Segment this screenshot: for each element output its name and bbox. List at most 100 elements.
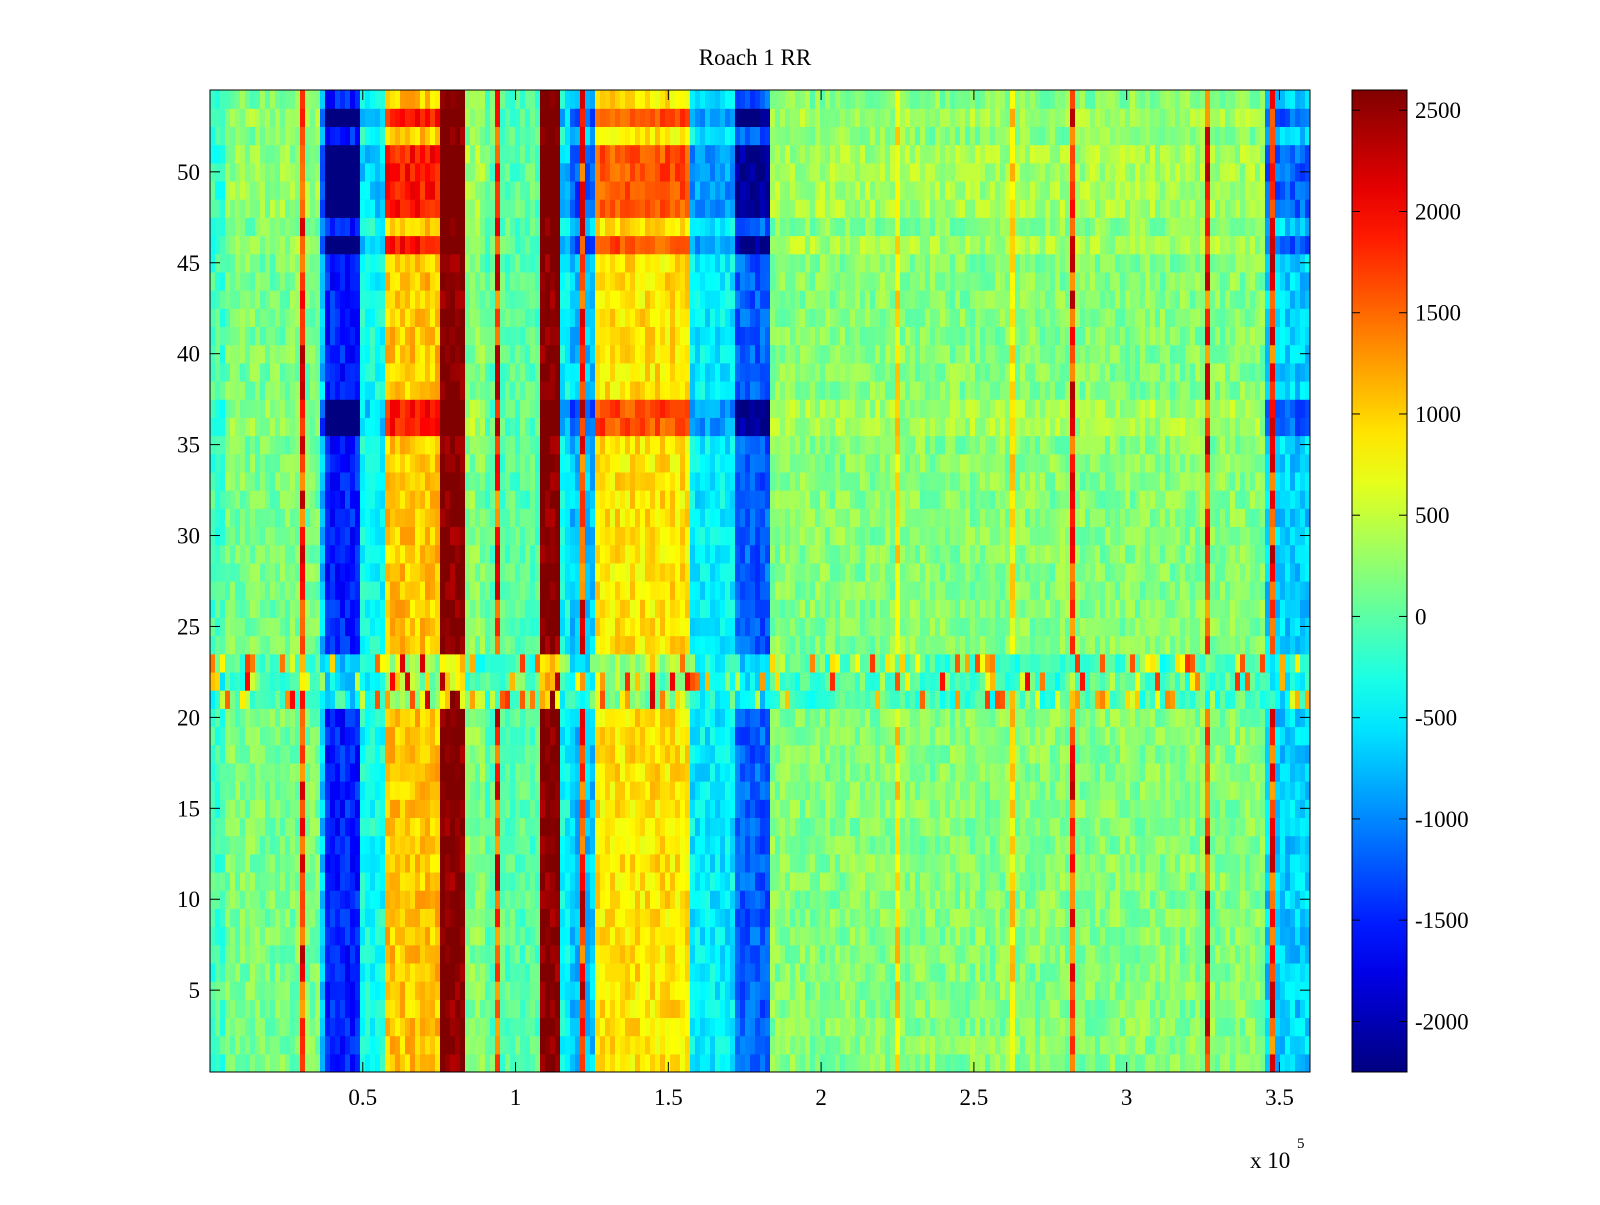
heatmap-cell <box>1230 999 1236 1018</box>
heatmap-cell <box>485 654 491 673</box>
heatmap-cell <box>720 1054 726 1073</box>
heatmap-cell <box>465 999 471 1018</box>
heatmap-cell <box>1120 945 1126 964</box>
heatmap-cell <box>460 945 466 964</box>
heatmap-cell <box>860 836 866 855</box>
heatmap-cell <box>1150 745 1156 764</box>
heatmap-cell <box>395 763 401 782</box>
heatmap-cell <box>1140 963 1146 982</box>
heatmap-cell <box>260 854 266 873</box>
heatmap-cell <box>1005 1017 1011 1036</box>
heatmap-cell <box>215 763 221 782</box>
heatmap-cell <box>485 927 491 946</box>
heatmap-cell <box>845 690 851 709</box>
heatmap-cell <box>395 708 401 727</box>
heatmap-cell <box>735 672 741 691</box>
heatmap-cell <box>300 1036 306 1055</box>
heatmap-cell <box>840 763 846 782</box>
heatmap-cell <box>620 817 626 836</box>
heatmap-cell <box>700 654 706 673</box>
heatmap-cell <box>975 908 981 927</box>
heatmap-cell <box>770 817 776 836</box>
heatmap-cell <box>1085 854 1091 873</box>
heatmap-cell <box>385 672 391 691</box>
heatmap-cell <box>405 945 411 964</box>
heatmap-cell <box>440 654 446 673</box>
heatmap-cell <box>410 854 416 873</box>
heatmap-cell <box>220 781 226 800</box>
heatmap-cell <box>525 945 531 964</box>
heatmap-cell <box>705 817 711 836</box>
heatmap-cell <box>345 927 351 946</box>
heatmap-cell <box>265 908 271 927</box>
heatmap-cell <box>1055 799 1061 818</box>
heatmap-cell <box>1035 690 1041 709</box>
heatmap-cell <box>1185 908 1191 927</box>
heatmap-cell <box>375 908 381 927</box>
heatmap-cell <box>1265 890 1271 909</box>
heatmap-cell <box>470 890 476 909</box>
heatmap-cell <box>1295 799 1301 818</box>
heatmap-cell <box>1000 854 1006 873</box>
heatmap-cell <box>550 763 556 782</box>
heatmap-cell <box>395 963 401 982</box>
heatmap-cell <box>500 963 506 982</box>
heatmap-cell <box>850 817 856 836</box>
heatmap-cell <box>800 836 806 855</box>
heatmap-cell <box>630 672 636 691</box>
heatmap-cell <box>660 999 666 1018</box>
heatmap-cell <box>675 1036 681 1055</box>
heatmap-cell <box>630 763 636 782</box>
heatmap-cell <box>315 1054 321 1073</box>
heatmap-cell <box>1065 836 1071 855</box>
heatmap-cell <box>675 945 681 964</box>
heatmap-cell <box>1015 708 1021 727</box>
heatmap-cell <box>275 1017 281 1036</box>
heatmap-cell <box>775 908 781 927</box>
heatmap-cell <box>650 927 656 946</box>
heatmap-cell <box>735 726 741 745</box>
heatmap-cell <box>815 927 821 946</box>
heatmap-cell <box>1020 817 1026 836</box>
heatmap-cell <box>340 726 346 745</box>
heatmap-cell <box>430 799 436 818</box>
heatmap-cell <box>940 872 946 891</box>
heatmap-cell <box>1170 817 1176 836</box>
heatmap-cell <box>665 781 671 800</box>
heatmap-cell <box>280 1054 286 1073</box>
heatmap-cell <box>1090 854 1096 873</box>
heatmap-cell <box>420 1054 426 1073</box>
heatmap-cell <box>1180 745 1186 764</box>
heatmap-cell <box>650 745 656 764</box>
heatmap-cell <box>945 1054 951 1073</box>
heatmap-cell <box>1205 817 1211 836</box>
heatmap-cell <box>850 963 856 982</box>
heatmap-cell <box>965 927 971 946</box>
heatmap-cell <box>975 836 981 855</box>
heatmap-cell <box>290 854 296 873</box>
heatmap-cell <box>210 908 216 927</box>
heatmap-cell <box>660 745 666 764</box>
heatmap-cell <box>1040 927 1046 946</box>
heatmap-cell <box>975 927 981 946</box>
heatmap-cell <box>1225 963 1231 982</box>
heatmap-cell <box>465 690 471 709</box>
heatmap-cell <box>995 908 1001 927</box>
heatmap-cell <box>505 1036 511 1055</box>
heatmap-cell <box>210 945 216 964</box>
heatmap-cell <box>245 1054 251 1073</box>
heatmap-cell <box>485 745 491 764</box>
heatmap-cell <box>360 836 366 855</box>
heatmap-cell <box>650 799 656 818</box>
heatmap-cell <box>1170 945 1176 964</box>
heatmap-cell <box>1150 908 1156 927</box>
heatmap-cell <box>325 872 331 891</box>
heatmap-cell <box>540 1036 546 1055</box>
heatmap-cell <box>840 1036 846 1055</box>
heatmap-cell <box>1165 799 1171 818</box>
heatmap-cell <box>1205 799 1211 818</box>
heatmap-cell <box>1185 836 1191 855</box>
heatmap-cell <box>640 1017 646 1036</box>
heatmap-cell <box>1235 690 1241 709</box>
heatmap-cell <box>700 781 706 800</box>
